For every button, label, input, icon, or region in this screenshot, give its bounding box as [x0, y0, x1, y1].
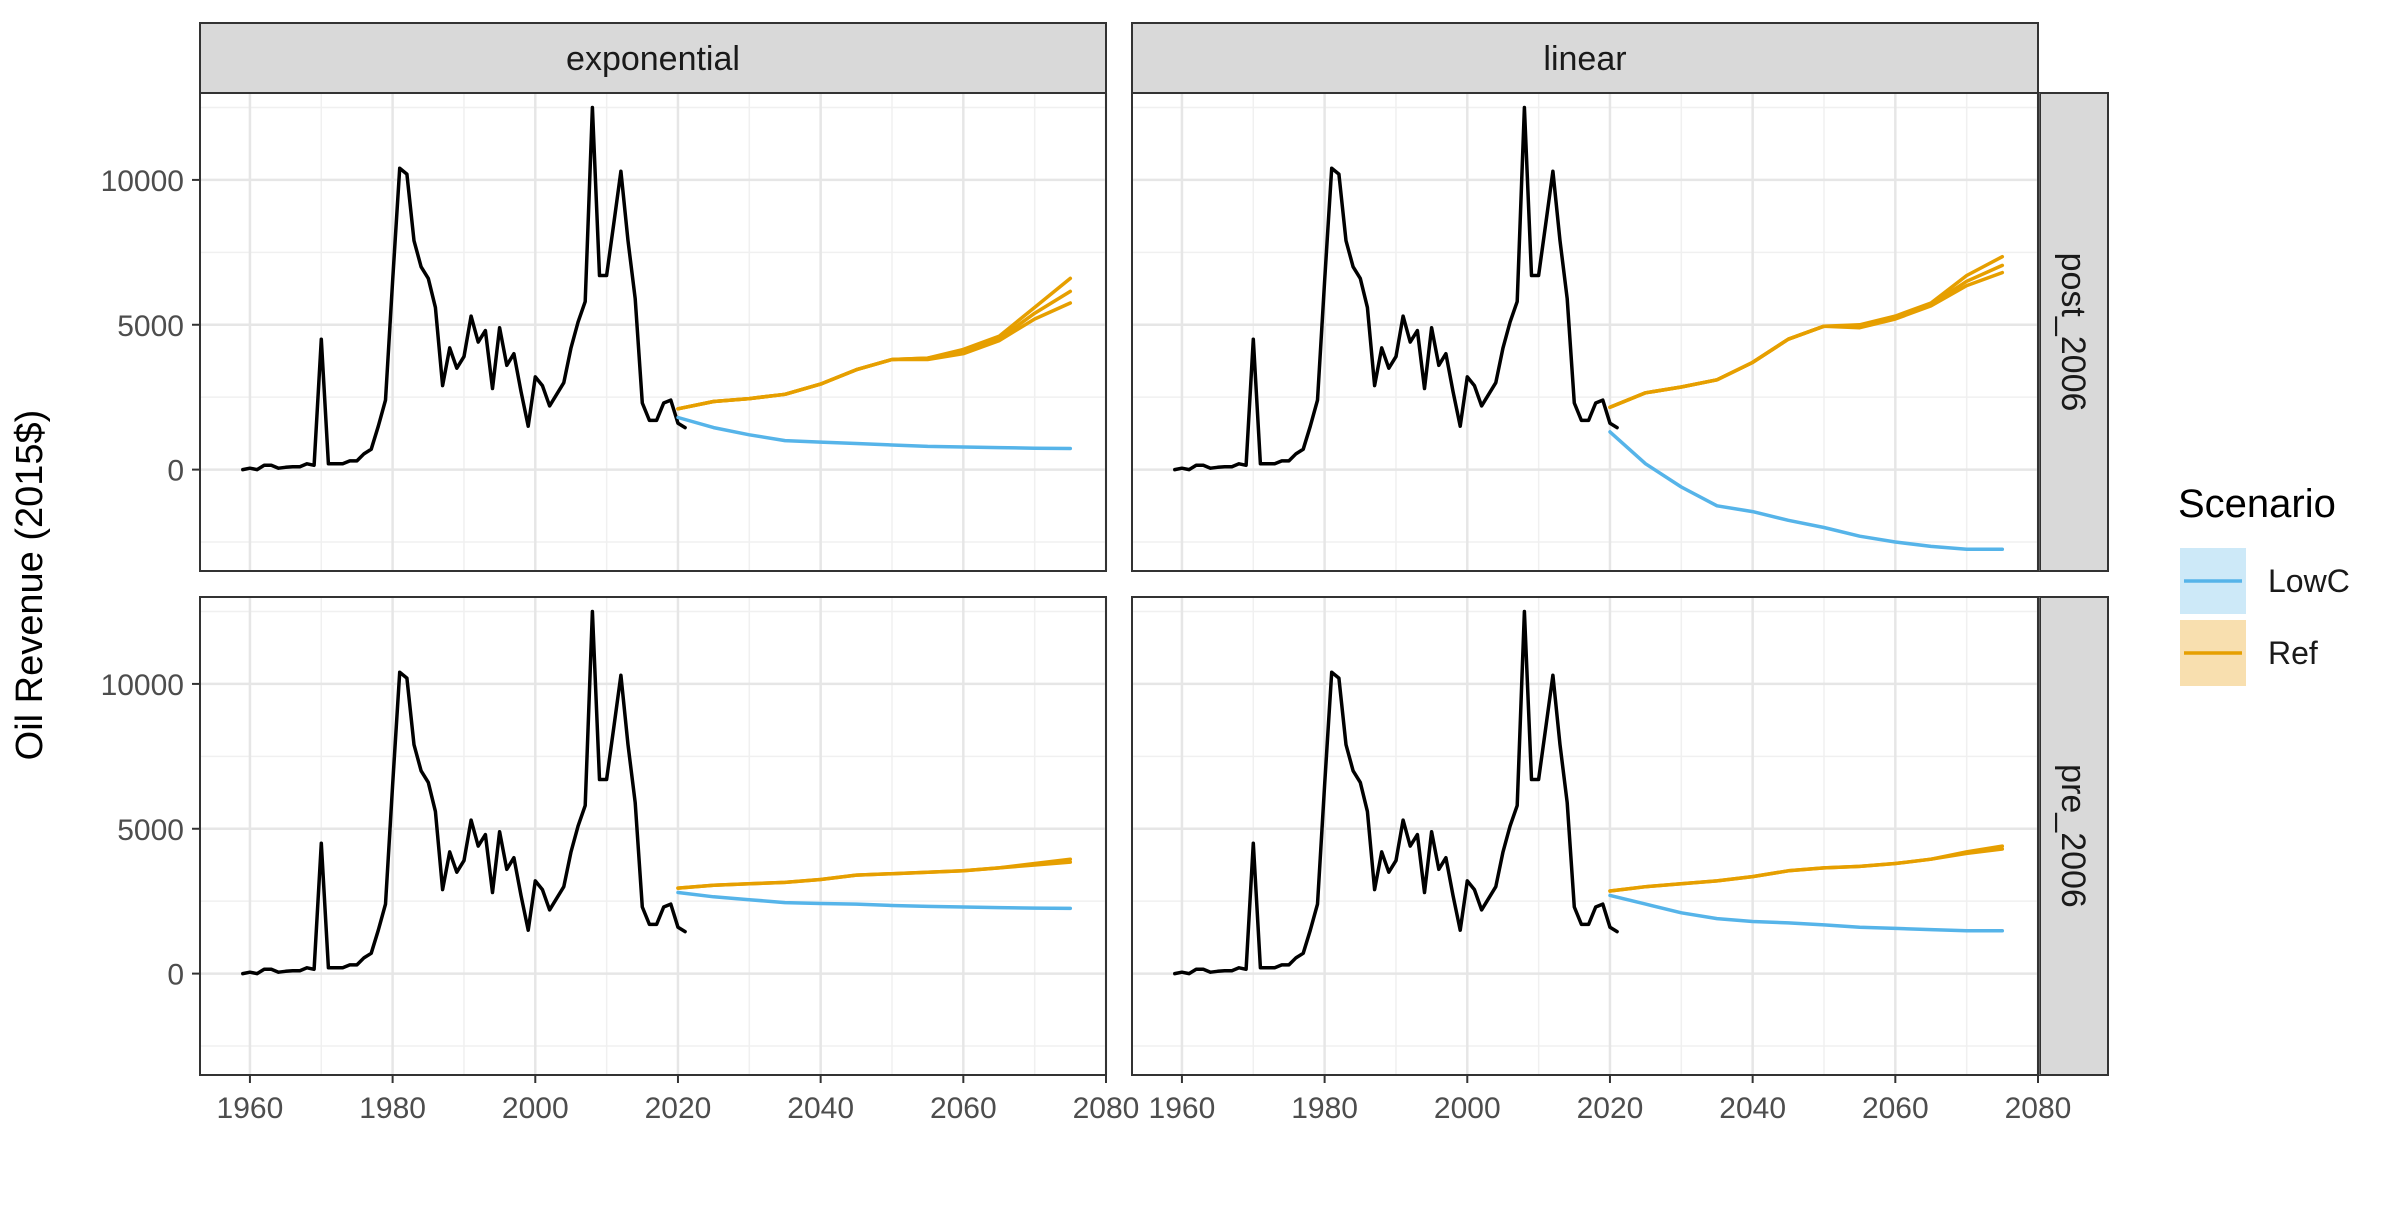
y-tick-label: 10000 — [101, 669, 184, 702]
legend-label-Ref: Ref — [2268, 635, 2318, 671]
historical-line-linear-pre_2006 — [1173, 609, 1619, 976]
facet-strip-linear — [1131, 22, 2039, 94]
facet-strip-pre_2006 — [2039, 596, 2109, 1076]
facet-strip-label-pre_2006: pre_2006 — [2054, 764, 2092, 908]
x-tick-label: 1980 — [359, 1092, 426, 1125]
x-tick-label: 2060 — [1862, 1092, 1929, 1125]
x-tick-label: 1960 — [217, 1092, 284, 1125]
panel-border-exponential-pre_2006 — [199, 596, 1107, 1076]
series-line-LowC-0-linear-post_2006 — [1608, 430, 2005, 552]
y-tick-label: 5000 — [117, 310, 184, 343]
x-tick-label: 2000 — [502, 1092, 569, 1125]
x-tick-label: 1980 — [1291, 1092, 1358, 1125]
x-tick-label: 1960 — [1149, 1092, 1216, 1125]
facet-strip-post_2006 — [2039, 92, 2109, 572]
y-tick-label: 10000 — [101, 165, 184, 198]
x-tick-label: 2040 — [1719, 1092, 1786, 1125]
panel-exponential-post_2006 — [200, 93, 1106, 571]
series-line-Ref-3-exponential-post_2006 — [676, 301, 1073, 411]
legend-label-LowC: LowC — [2268, 563, 2350, 599]
x-tick-label: 2020 — [645, 1092, 712, 1125]
y-axis-title: Oil Revenue (2015$) — [9, 410, 51, 761]
facet-strip-exponential — [199, 22, 1107, 94]
panel-border-linear-pre_2006 — [1131, 596, 2039, 1076]
legend-title: Scenario — [2178, 482, 2336, 526]
historical-line-linear-post_2006 — [1173, 105, 1619, 472]
panel-linear-pre_2006 — [1132, 597, 2038, 1075]
historical-line-exponential-pre_2006 — [241, 609, 687, 976]
historical-line-exponential-post_2006 — [241, 105, 687, 472]
x-tick-label: 2000 — [1434, 1092, 1501, 1125]
panel-border-exponential-post_2006 — [199, 92, 1107, 572]
series-line-Ref-3-linear-post_2006 — [1608, 270, 2005, 410]
y-tick-label: 0 — [167, 455, 184, 488]
y-tick-label: 0 — [167, 959, 184, 992]
panel-linear-post_2006 — [1132, 93, 2038, 571]
facet-strip-label-exponential: exponential — [566, 40, 740, 78]
series-line-LowC-0-exponential-pre_2006 — [676, 890, 1073, 911]
x-tick-label: 2020 — [1577, 1092, 1644, 1125]
panel-border-linear-post_2006 — [1131, 92, 2039, 572]
series-line-Ref-2-exponential-pre_2006 — [676, 860, 1073, 890]
facet-strip-label-post_2006: post_2006 — [2054, 253, 2092, 412]
series-line-Ref-2-linear-pre_2006 — [1608, 847, 2005, 893]
y-tick-label: 5000 — [117, 814, 184, 847]
series-line-LowC-0-exponential-post_2006 — [676, 415, 1073, 451]
x-tick-label: 2040 — [787, 1092, 854, 1125]
facet-strip-label-linear: linear — [1543, 40, 1626, 78]
x-tick-label: 2080 — [2005, 1092, 2072, 1125]
series-line-LowC-0-linear-pre_2006 — [1608, 893, 2005, 933]
panel-exponential-pre_2006 — [200, 597, 1106, 1075]
x-tick-label: 2080 — [1073, 1092, 1140, 1125]
x-tick-label: 2060 — [930, 1092, 997, 1125]
